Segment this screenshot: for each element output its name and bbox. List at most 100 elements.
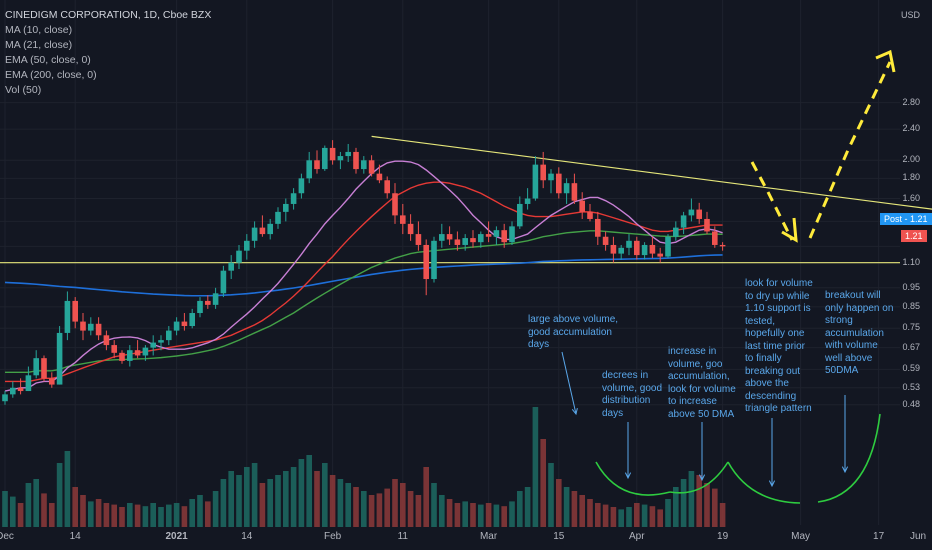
candle-body (579, 200, 585, 212)
price-tick-label: 0.95 (902, 281, 920, 292)
time-tick-label: 14 (69, 531, 81, 542)
volume-bar (2, 491, 8, 527)
volume-bar (470, 503, 476, 527)
candle-body (181, 321, 188, 327)
volume-bar (712, 488, 718, 527)
candle-body (493, 230, 500, 237)
price-tick-label: 2.00 (902, 154, 920, 165)
arrow-support-test-head (768, 480, 776, 488)
volume-bar (17, 503, 24, 527)
candle-body (259, 227, 266, 235)
volume-bar (719, 503, 726, 527)
volume-bar (673, 487, 679, 527)
candle-body (641, 244, 648, 256)
time-tick-label: 2021 (165, 531, 188, 542)
candle-body (173, 321, 180, 331)
volume-bar (220, 479, 227, 527)
volume-bar (306, 455, 312, 527)
volume-bar (680, 479, 687, 527)
candle-body (439, 234, 445, 241)
candle-body (392, 193, 398, 216)
candle-body (680, 215, 687, 228)
time-tick-label: 17 (873, 531, 885, 542)
candle-body (657, 253, 663, 257)
time-tick-label: 11 (397, 531, 408, 542)
volume-bar (95, 499, 102, 527)
price-tick-label: 0.59 (902, 363, 920, 374)
candle-body (556, 173, 562, 194)
volume-bar (704, 483, 710, 527)
volume-bar (384, 488, 390, 527)
candle-body (540, 164, 546, 181)
legend-ema50[interactable]: EMA (50, close, 0) (5, 54, 91, 66)
descending-trendline (371, 135, 932, 210)
candle-body (275, 211, 281, 224)
candle-body (88, 323, 94, 331)
volume-bar (634, 503, 640, 527)
volume-bar (197, 495, 203, 527)
time-tick-label: May (791, 531, 811, 542)
volume-bar (595, 503, 601, 527)
volume-bar (134, 504, 141, 527)
candle-body (454, 239, 461, 245)
volume-bar (431, 483, 437, 527)
candle-body (314, 160, 320, 170)
candle-body (353, 151, 359, 170)
legend-ma21[interactable]: MA (21, close) (5, 39, 73, 51)
candle-body (587, 211, 593, 219)
volume-bar (532, 407, 539, 527)
volume-bar (509, 501, 515, 527)
time-tick-label: Apr (629, 531, 645, 542)
time-tick-label: 15 (553, 531, 565, 542)
candle-body (220, 270, 227, 294)
candle-body (626, 240, 632, 248)
legend-ema200[interactable]: EMA (200, close, 0) (5, 69, 97, 81)
volume-bar (556, 479, 562, 527)
volume-bar (127, 503, 133, 527)
volume-bar (251, 463, 258, 527)
projection-up (808, 61, 892, 239)
volume-bar (205, 501, 211, 527)
volume-bar (10, 496, 16, 527)
time-tick-label: 14 (241, 531, 253, 542)
candle-body (665, 236, 671, 257)
candle-body (501, 230, 507, 243)
candle-body (33, 358, 39, 376)
candle-body (205, 300, 211, 305)
volume-bar (314, 471, 320, 527)
candle-body (361, 160, 367, 170)
volume-bar (392, 479, 398, 527)
legend-ma10[interactable]: MA (10, close) (5, 24, 73, 36)
last-price-tag: 1.21 (901, 230, 927, 242)
time-tick-label: Feb (323, 531, 342, 542)
volume-bar (649, 506, 656, 527)
axis-unit: USD (900, 10, 920, 20)
volume-bar (493, 504, 500, 527)
candle-body (189, 313, 195, 327)
candle-body (322, 147, 328, 170)
symbol-title[interactable]: CINEDIGM CORPORATION, 1D, Cboe BZX (5, 9, 212, 21)
candle-body (634, 240, 640, 256)
candle-body (571, 183, 578, 201)
price-tick-label: 1.80 (902, 172, 920, 183)
volume-bar (579, 495, 585, 527)
volume-bar (665, 499, 671, 527)
candle-body (41, 358, 47, 379)
legend-volume[interactable]: Vol (50) (5, 84, 42, 96)
annotation-breakout: breakout will only happen on strong accu… (825, 290, 894, 376)
volume-bar (641, 504, 648, 527)
volume-bar (119, 507, 125, 527)
candle-body (509, 226, 515, 243)
volume-bar (696, 475, 702, 527)
time-tick-label: Dec (0, 531, 14, 542)
candle-body (95, 323, 102, 336)
candle-body (696, 209, 702, 219)
price-tick-label: 0.48 (902, 398, 920, 409)
candle-body (283, 203, 289, 212)
candle-body (17, 387, 24, 392)
volume-bar (353, 487, 359, 527)
candle-body (212, 293, 219, 305)
price-tick-label: 0.75 (902, 322, 920, 333)
volume-bar (618, 509, 624, 527)
